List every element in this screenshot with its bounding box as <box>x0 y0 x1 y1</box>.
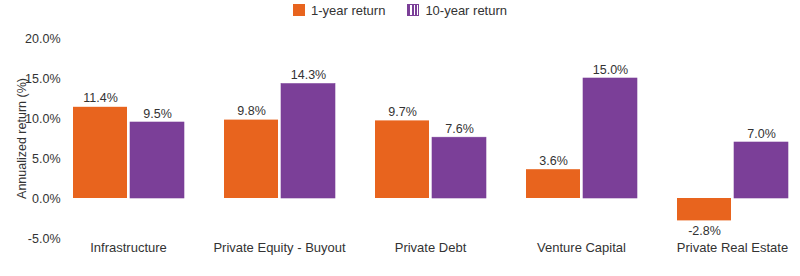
html-text:10-year return: 10-year return <box>425 2 507 18</box>
svg-text:Infrastructure: Infrastructure <box>90 240 167 255</box>
svg-text:10.0%: 10.0% <box>25 112 60 126</box>
svg-text:0.0%: 0.0% <box>32 192 61 206</box>
svg-text:15.0%: 15.0% <box>593 63 628 77</box>
svg-text:5.0%: 5.0% <box>32 152 61 166</box>
svg-text:9.5%: 9.5% <box>143 107 172 121</box>
svg-text:Private Debt: Private Debt <box>395 240 467 255</box>
svg-text:Venture Capital: Venture Capital <box>537 240 626 255</box>
svg-text:Annualized return (%): Annualized return (%) <box>15 78 29 199</box>
svg-text:-5.0%: -5.0% <box>28 232 61 246</box>
svg-text:-2.8%: -2.8% <box>688 224 721 238</box>
svg-text:11.4%: 11.4% <box>83 91 118 105</box>
svg-text:20.0%: 20.0% <box>25 32 60 46</box>
svg-text:15.0%: 15.0% <box>25 72 60 86</box>
html-text:1-year return: 1-year return <box>311 2 386 18</box>
svg-text:Private Equity - Buyout: Private Equity - Buyout <box>213 240 346 255</box>
svg-text:9.8%: 9.8% <box>237 104 266 118</box>
svg-text:3.6%: 3.6% <box>539 154 568 168</box>
svg-text:7.6%: 7.6% <box>445 122 474 136</box>
svg-text:9.7%: 9.7% <box>388 105 417 119</box>
svg-text:Private Real Estate: Private Real Estate <box>677 240 788 255</box>
svg-text:7.0%: 7.0% <box>747 127 776 141</box>
svg-text:14.3%: 14.3% <box>291 68 326 82</box>
